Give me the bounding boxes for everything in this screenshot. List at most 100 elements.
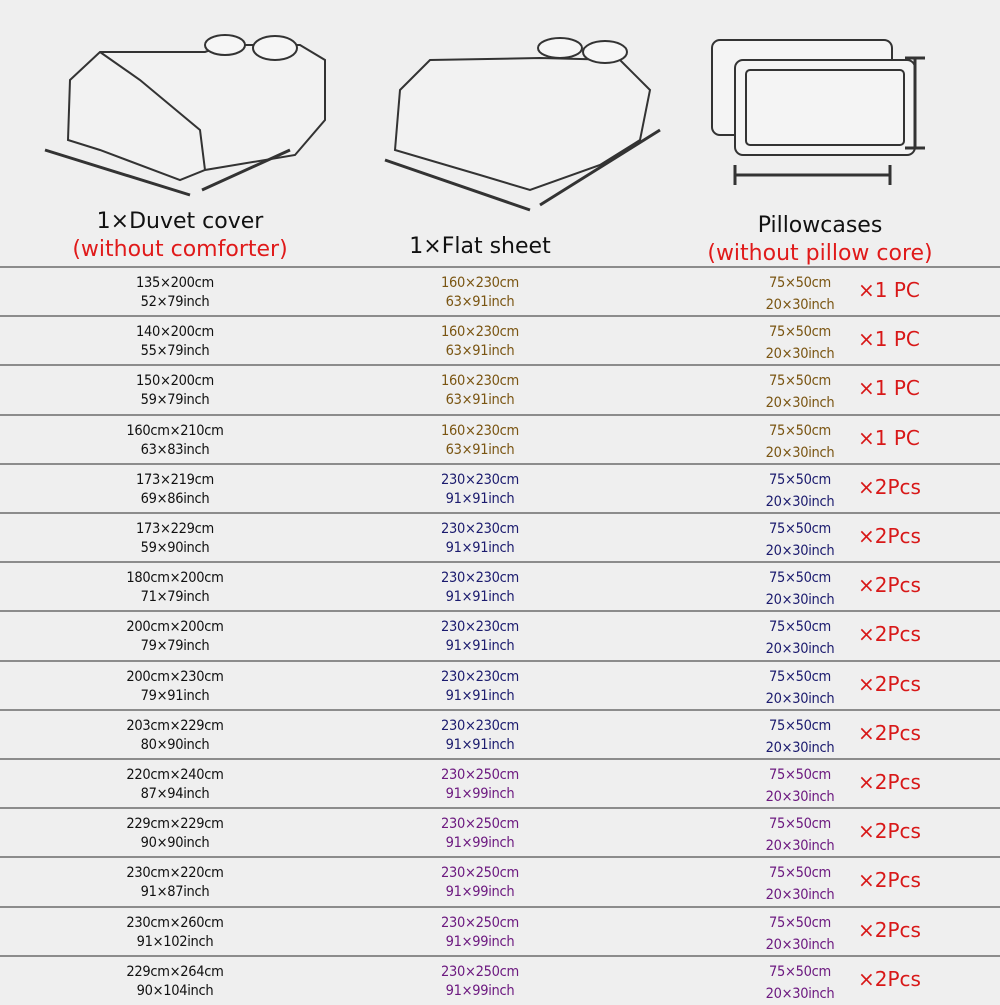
flat-sheet-size: 230×250cm 91×99inch [380, 766, 580, 804]
table-row: 140×200cm 55×79inch 160×230cm 63×91inch 75×5… [0, 315, 1000, 364]
flat-sheet-title: 1×Flat sheet [409, 234, 551, 259]
pillowcases-note: (without pillow core) [707, 241, 933, 266]
flat-sheet-size: 160×230cm 63×91inch [380, 274, 580, 312]
duvet-size: 229cm×229cm 90×90inch [75, 815, 275, 853]
pillowcase-size-inch: 20×30inch [765, 789, 835, 805]
pillowcase-size-cm: 75×50cm [769, 717, 831, 734]
pillowcase-size-inch: 20×30inch [765, 297, 835, 313]
duvet-size-cm: 220cm×240cm [126, 767, 224, 783]
pillowcase-size-cm: 75×50cm [769, 422, 831, 439]
table-row: 230cm×260cm 91×102inch 230×250cm 91×99inch 7… [0, 905, 1000, 956]
duvet-size: 200cm×200cm 79×79inch [75, 618, 275, 656]
pillowcase-size-inch: 20×30inch [765, 690, 835, 707]
pillowcase-quantity: ×2Pcs [858, 917, 921, 942]
flat-sheet-size-inch: 91×91inch [445, 687, 515, 704]
pillowcase-quantity: ×1 PC [858, 327, 920, 352]
pillowcase-quantity: ×1 PC [858, 376, 920, 401]
pillowcase-size: 75×50cm 20×30inch [700, 961, 900, 1005]
pillowcase-size: 75×50cm 20×30inch [700, 715, 900, 759]
flat-sheet-size: 230×250cm 91×99inch [380, 815, 580, 853]
duvet-size-cm: 229cm×264cm [126, 963, 224, 980]
duvet-size-inch: 80×90inch [140, 736, 210, 753]
duvet-size-cm: 173×229cm [136, 521, 214, 537]
flat-sheet-size-inch: 91×91inch [445, 638, 515, 655]
pillowcase-size-cm: 75×50cm [769, 373, 831, 390]
pillowcase-quantity: ×1 PC [858, 425, 920, 450]
duvet-size: 173×229cm 59×90inch [75, 520, 275, 558]
duvet-size: 220cm×240cm 87×94inch [75, 766, 275, 804]
duvet-size-cm: 160cm×210cm [126, 422, 224, 439]
pillowcase-size: 75×50cm 20×30inch [700, 912, 900, 956]
flat-sheet-size-cm: 160×230cm [441, 373, 519, 390]
flat-sheet-size: 230×250cm 91×99inch [380, 864, 580, 902]
pillowcase-size: 75×50cm 20×30inch [700, 272, 900, 316]
pillowcase-size-inch: 20×30inch [765, 887, 835, 904]
pillowcase-quantity: ×2Pcs [858, 474, 921, 499]
flat-sheet-size-cm: 230×250cm [441, 816, 519, 833]
pillowcase-quantity: ×2Pcs [858, 573, 921, 598]
flat-sheet-size-inch: 91×99inch [445, 786, 515, 802]
duvet-size: 203cm×229cm 80×90inch [75, 717, 275, 755]
duvet-size-cm: 180cm×200cm [126, 570, 224, 587]
pillowcase-quantity: ×2Pcs [858, 671, 921, 696]
duvet-cover-bed-illustration [44, 34, 326, 197]
duvet-size: 230cm×260cm 91×102inch [75, 914, 275, 952]
duvet-size-inch: 59×79inch [140, 392, 210, 409]
pillowcase-size-cm: 75×50cm [769, 865, 831, 882]
duvet-size-cm: 230cm×260cm [126, 914, 224, 931]
pillowcase-size-inch: 20×30inch [765, 543, 835, 559]
pillowcase-size-inch: 20×30inch [765, 838, 835, 855]
pillowcase-size-cm: 75×50cm [769, 668, 831, 685]
flat-sheet-size: 230×230cm 91×91inch [380, 471, 580, 509]
flat-sheet-size-cm: 230×250cm [441, 865, 519, 882]
flat-sheet-size-cm: 230×230cm [441, 521, 519, 537]
pillowcase-size-cm: 75×50cm [769, 471, 831, 488]
duvet-size-cm: 140×200cm [136, 324, 214, 341]
duvet-size-cm: 230cm×220cm [126, 865, 224, 882]
table-row: 229cm×264cm 90×104inch 230×250cm 91×99inch 7… [0, 954, 1000, 1005]
pillowcase-size-cm: 75×50cm [769, 619, 831, 636]
pillowcase-quantity: ×2Pcs [858, 622, 921, 647]
pillowcase-size-inch: 20×30inch [765, 985, 835, 1002]
duvet-cover-header: 1×Duvet cover (without comforter) [30, 208, 330, 264]
flat-sheet-size: 230×230cm 91×91inch [380, 717, 580, 755]
flat-sheet-size-cm: 230×230cm [441, 619, 519, 636]
table-row: 135×200cm 52×79inch 160×230cm 63×91inch 75×5… [0, 266, 1000, 315]
flat-sheet-size-cm: 230×250cm [441, 963, 519, 980]
duvet-size-inch: 91×102inch [136, 933, 214, 950]
pillowcase-quantity: ×2Pcs [858, 868, 921, 893]
duvet-size-inch: 90×90inch [140, 835, 210, 852]
flat-sheet-size-inch: 91×99inch [445, 835, 515, 852]
duvet-size-cm: 200cm×200cm [126, 619, 224, 636]
pillowcase-size-cm: 75×50cm [769, 324, 831, 341]
flat-sheet-size: 230×250cm 91×99inch [380, 914, 580, 952]
table-row: 220cm×240cm 87×94inch 230×250cm 91×99inch 75… [0, 758, 1000, 807]
duvet-size-cm: 203cm×229cm [126, 717, 224, 734]
table-row: 173×229cm 59×90inch 230×230cm 91×91inch 75×5… [0, 512, 1000, 561]
flat-sheet-header: 1×Flat sheet [330, 233, 630, 261]
pillowcase-size-inch: 20×30inch [765, 444, 835, 461]
duvet-size-inch: 63×83inch [140, 441, 210, 458]
flat-sheet-size-cm: 230×230cm [441, 668, 519, 685]
pillowcase-size-inch: 20×30inch [765, 739, 835, 756]
flat-sheet-size-cm: 160×230cm [441, 275, 519, 291]
pillowcase-size-inch: 20×30inch [765, 641, 835, 658]
pillowcase-size: 75×50cm 20×30inch [700, 518, 900, 562]
pillowcase-size-cm: 75×50cm [769, 767, 831, 783]
table-row: 229cm×229cm 90×90inch 230×250cm 91×99inch 75… [0, 807, 1000, 856]
table-row: 200cm×200cm 79×79inch 230×230cm 91×91inch 75… [0, 610, 1000, 659]
flat-sheet-size-cm: 230×230cm [441, 570, 519, 587]
duvet-size: 229cm×264cm 90×104inch [75, 963, 275, 1001]
table-row: 150×200cm 59×79inch 160×230cm 63×91inch 75×5… [0, 364, 1000, 413]
duvet-size-inch: 52×79inch [140, 294, 210, 310]
pillowcase-size: 75×50cm 20×30inch [700, 567, 900, 611]
duvet-cover-title: 1×Duvet cover [96, 209, 264, 234]
pillowcase-quantity: ×2Pcs [858, 770, 921, 794]
duvet-size-cm: 173×219cm [136, 471, 214, 488]
flat-sheet-size-inch: 63×91inch [445, 343, 515, 360]
duvet-size-inch: 59×90inch [140, 540, 210, 556]
pillowcase-size: 75×50cm 20×30inch [700, 666, 900, 710]
flat-sheet-size: 230×250cm 91×99inch [380, 963, 580, 1001]
flat-sheet-size-inch: 91×99inch [445, 982, 515, 999]
pillowcase-size-inch: 20×30inch [765, 936, 835, 953]
